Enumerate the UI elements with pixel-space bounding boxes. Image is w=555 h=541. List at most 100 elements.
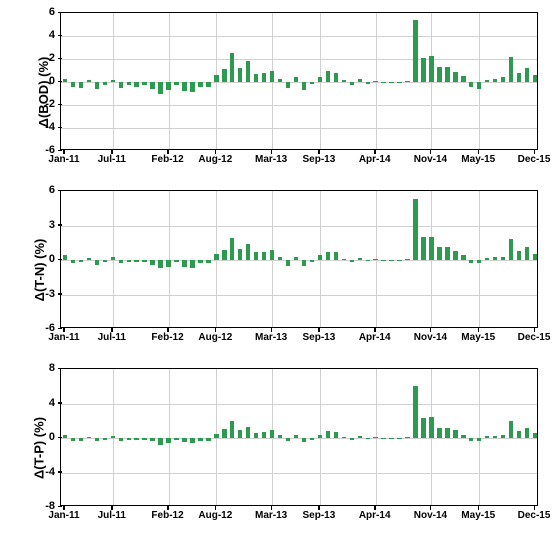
- bar: [134, 438, 138, 440]
- x-tick-label: Dec-15: [518, 510, 551, 521]
- bar: [381, 260, 385, 261]
- bar: [310, 82, 314, 84]
- bar: [445, 67, 449, 82]
- bar: [366, 438, 370, 439]
- bar: [294, 257, 298, 260]
- x-tick-label: Feb-12: [151, 510, 183, 521]
- bar: [294, 77, 298, 82]
- bar: [206, 260, 210, 263]
- bar: [318, 435, 322, 438]
- bar: [246, 61, 250, 82]
- bar: [206, 82, 210, 87]
- bar: [342, 80, 346, 82]
- bar: [397, 438, 401, 439]
- bar: [222, 69, 226, 82]
- y-tick-label: 4: [17, 29, 55, 41]
- bar: [373, 259, 377, 260]
- x-tick-label: Mar-13: [255, 154, 287, 165]
- bar: [334, 73, 338, 82]
- bar: [246, 427, 250, 438]
- bar: [453, 430, 457, 438]
- bar: [103, 438, 107, 440]
- bar: [134, 260, 138, 262]
- bar: [437, 247, 441, 260]
- chart-panel-0: Δ(BOD) (%)-6-4-20246Jan-11Jul-11Feb-12Au…: [10, 8, 545, 176]
- bar: [358, 79, 362, 82]
- bar: [469, 260, 473, 263]
- x-tick-label: Aug-12: [198, 332, 232, 343]
- x-tick-label: Dec-15: [518, 154, 551, 165]
- bar: [278, 257, 282, 260]
- x-tick-label: Jan-11: [48, 332, 79, 343]
- bar: [533, 433, 537, 438]
- bar: [190, 260, 194, 268]
- bar: [405, 81, 409, 82]
- bar: [326, 252, 330, 260]
- bar: [166, 260, 170, 267]
- bar: [270, 71, 274, 83]
- bar: [413, 199, 417, 260]
- bar: [119, 438, 123, 441]
- bar: [79, 438, 83, 441]
- bar: [501, 435, 505, 438]
- bar: [119, 82, 123, 88]
- bar: [493, 79, 497, 82]
- x-tick-label: Aug-12: [198, 510, 232, 521]
- bar: [87, 258, 91, 260]
- bar: [174, 438, 178, 440]
- bar: [342, 437, 346, 438]
- x-tick-label: Mar-13: [255, 510, 287, 521]
- x-tick-label: Nov-14: [414, 154, 447, 165]
- y-tick-label: 0: [17, 75, 55, 87]
- bar: [517, 73, 521, 82]
- bar: [405, 437, 409, 438]
- plot-area: [60, 12, 538, 150]
- y-tick-label: 0: [17, 253, 55, 265]
- x-tick-label: Apr-14: [359, 510, 391, 521]
- bars: [61, 369, 537, 505]
- x-tick-label: Sep-13: [303, 332, 336, 343]
- bar: [334, 432, 338, 438]
- bar: [198, 82, 202, 87]
- y-tick-label: -4: [17, 466, 55, 478]
- bar: [238, 249, 242, 261]
- bar: [350, 438, 354, 440]
- bar: [134, 82, 138, 87]
- bar: [254, 433, 258, 438]
- bar: [437, 67, 441, 82]
- x-tick-label: Apr-14: [359, 332, 391, 343]
- bar: [174, 82, 178, 85]
- bar: [413, 386, 417, 438]
- bar: [421, 58, 425, 82]
- bar: [342, 259, 346, 260]
- bar: [397, 260, 401, 261]
- bar: [95, 260, 99, 265]
- bar: [230, 53, 234, 82]
- bar: [445, 247, 449, 260]
- bar: [302, 82, 306, 90]
- x-tick-label: Apr-14: [359, 154, 391, 165]
- bar: [238, 68, 242, 82]
- bar: [278, 79, 282, 82]
- bar: [501, 257, 505, 260]
- bar: [366, 260, 370, 261]
- bar: [158, 438, 162, 445]
- bar: [127, 82, 131, 85]
- bar: [142, 438, 146, 440]
- bar: [421, 237, 425, 260]
- bar: [533, 75, 537, 82]
- bars: [61, 13, 537, 149]
- bar: [71, 260, 75, 263]
- bar: [517, 251, 521, 260]
- bar: [79, 82, 83, 88]
- bar: [501, 77, 505, 82]
- bar: [469, 438, 473, 441]
- bar: [358, 258, 362, 260]
- y-tick-label: 2: [17, 52, 55, 64]
- bar: [71, 82, 75, 87]
- bar: [142, 260, 146, 262]
- bar: [150, 260, 154, 265]
- bar: [119, 260, 123, 263]
- bar: [214, 75, 218, 82]
- bar: [198, 438, 202, 441]
